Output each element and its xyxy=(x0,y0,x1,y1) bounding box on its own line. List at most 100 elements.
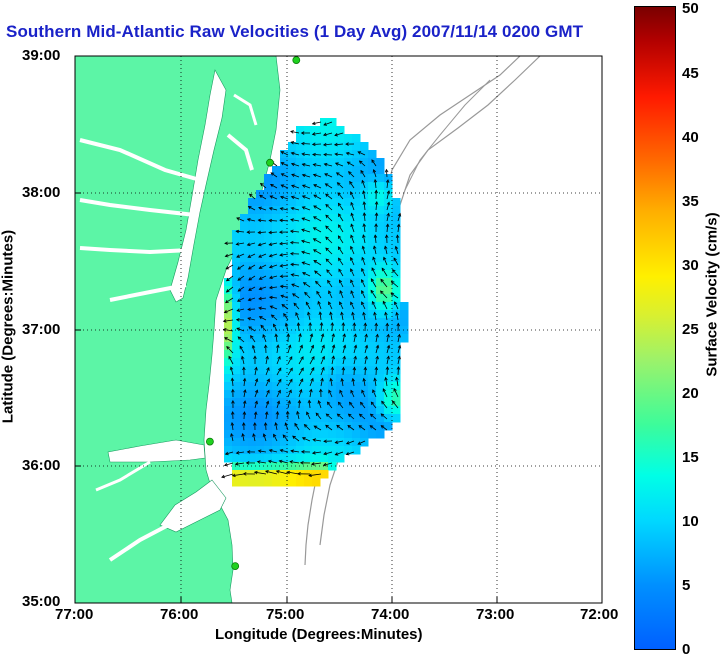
velocity-cell xyxy=(368,198,377,207)
velocity-arrow xyxy=(250,335,256,343)
velocity-arrow xyxy=(269,207,278,211)
velocity-arrowhead xyxy=(236,254,240,258)
velocity-cell xyxy=(288,334,297,343)
velocity-cell xyxy=(368,166,377,175)
velocity-arrow xyxy=(313,194,322,200)
velocity-cell xyxy=(296,294,305,303)
velocity-arrowhead xyxy=(386,344,391,349)
velocity-arrow xyxy=(302,153,311,156)
velocity-cell xyxy=(312,446,321,455)
velocity-cell xyxy=(368,302,377,311)
velocity-arrowhead xyxy=(312,438,317,442)
velocity-cell xyxy=(328,198,337,207)
velocity-cell xyxy=(368,206,377,215)
velocity-arrowhead xyxy=(279,241,283,246)
velocity-cell xyxy=(288,286,297,295)
velocity-arrowhead xyxy=(380,278,384,283)
velocity-arrow xyxy=(265,356,268,365)
velocity-arrowhead xyxy=(373,234,378,238)
velocity-arrowhead xyxy=(248,287,252,291)
velocity-cell xyxy=(344,238,353,247)
velocity-arrow xyxy=(313,439,322,442)
velocity-arrowhead xyxy=(336,424,340,429)
velocity-arrowhead xyxy=(222,328,227,332)
velocity-arrowhead xyxy=(350,234,354,239)
velocity-cell xyxy=(384,422,393,431)
velocity-arrow xyxy=(243,389,246,398)
velocity-arrowhead xyxy=(301,195,306,199)
velocity-cell xyxy=(264,270,273,279)
velocity-cell xyxy=(352,190,361,199)
velocity-cell xyxy=(328,318,337,327)
velocity-cell xyxy=(240,374,249,383)
velocity-cell xyxy=(288,374,297,383)
velocity-arrowhead xyxy=(234,462,239,466)
velocity-arrow xyxy=(279,242,289,245)
velocity-arrowhead xyxy=(396,322,401,327)
velocity-cell xyxy=(336,374,345,383)
velocity-cell xyxy=(240,438,249,447)
velocity-cell xyxy=(296,214,305,223)
velocity-cell xyxy=(312,126,321,135)
x-tick-label: 76:00 xyxy=(160,606,199,623)
velocity-arrow xyxy=(283,313,289,321)
velocity-arrow xyxy=(350,268,355,277)
velocity-arrowhead xyxy=(306,411,310,416)
velocity-cell xyxy=(352,302,361,311)
velocity-arrow xyxy=(375,345,379,354)
velocity-cell xyxy=(360,358,369,367)
velocity-cell xyxy=(328,230,337,239)
velocity-arrow xyxy=(324,173,333,178)
velocity-cell xyxy=(376,390,385,399)
velocity-cell xyxy=(336,382,345,391)
velocity-arrow xyxy=(298,378,304,387)
velocity-cell xyxy=(344,190,353,199)
velocity-cell xyxy=(376,374,385,383)
velocity-arrowhead xyxy=(349,180,353,185)
station-marker xyxy=(292,56,301,64)
velocity-arrowhead xyxy=(350,389,354,394)
velocity-cell xyxy=(368,278,377,287)
velocity-arrow xyxy=(360,402,366,409)
velocity-cell xyxy=(296,446,305,455)
velocity-cell xyxy=(272,470,281,479)
velocity-cell xyxy=(240,446,249,455)
velocity-arrow xyxy=(270,172,278,178)
velocity-arrow xyxy=(225,264,234,270)
y-tick-label: 36:00 xyxy=(22,457,61,474)
velocity-cell xyxy=(232,390,241,399)
velocity-cell xyxy=(232,342,241,351)
velocity-cell xyxy=(312,262,321,271)
velocity-arrowhead xyxy=(289,229,294,234)
velocity-cell xyxy=(312,230,321,239)
velocity-arrowhead xyxy=(312,173,317,177)
velocity-cell xyxy=(248,254,257,263)
velocity-cell xyxy=(288,406,297,415)
velocity-cell xyxy=(280,318,289,327)
velocity-cell xyxy=(352,134,361,143)
velocity-cell xyxy=(376,270,385,279)
velocity-arrow xyxy=(281,162,289,167)
velocity-cell xyxy=(272,262,281,271)
station-marker xyxy=(266,158,274,167)
velocity-cell xyxy=(256,334,265,343)
velocity-cell xyxy=(392,254,401,263)
velocity-cell xyxy=(280,366,289,375)
velocity-arrowhead xyxy=(312,249,317,253)
velocity-arrowhead xyxy=(305,301,310,306)
velocity-cell xyxy=(312,366,321,375)
velocity-arrow xyxy=(309,333,313,343)
station-markers xyxy=(205,56,301,570)
velocity-arrowhead xyxy=(246,218,251,222)
velocity-arrow xyxy=(347,425,355,431)
colorbar-tick-label: 40 xyxy=(682,129,699,146)
velocity-arrow xyxy=(298,345,303,354)
velocity-arrow xyxy=(247,242,256,246)
velocity-arrow xyxy=(336,172,344,178)
velocity-cell xyxy=(392,206,401,215)
velocity-arrow xyxy=(353,345,357,354)
velocity-arrowhead xyxy=(334,440,339,444)
velocity-arrowhead xyxy=(257,230,262,235)
velocity-cell xyxy=(232,454,241,463)
velocity-arrowhead xyxy=(336,182,341,186)
